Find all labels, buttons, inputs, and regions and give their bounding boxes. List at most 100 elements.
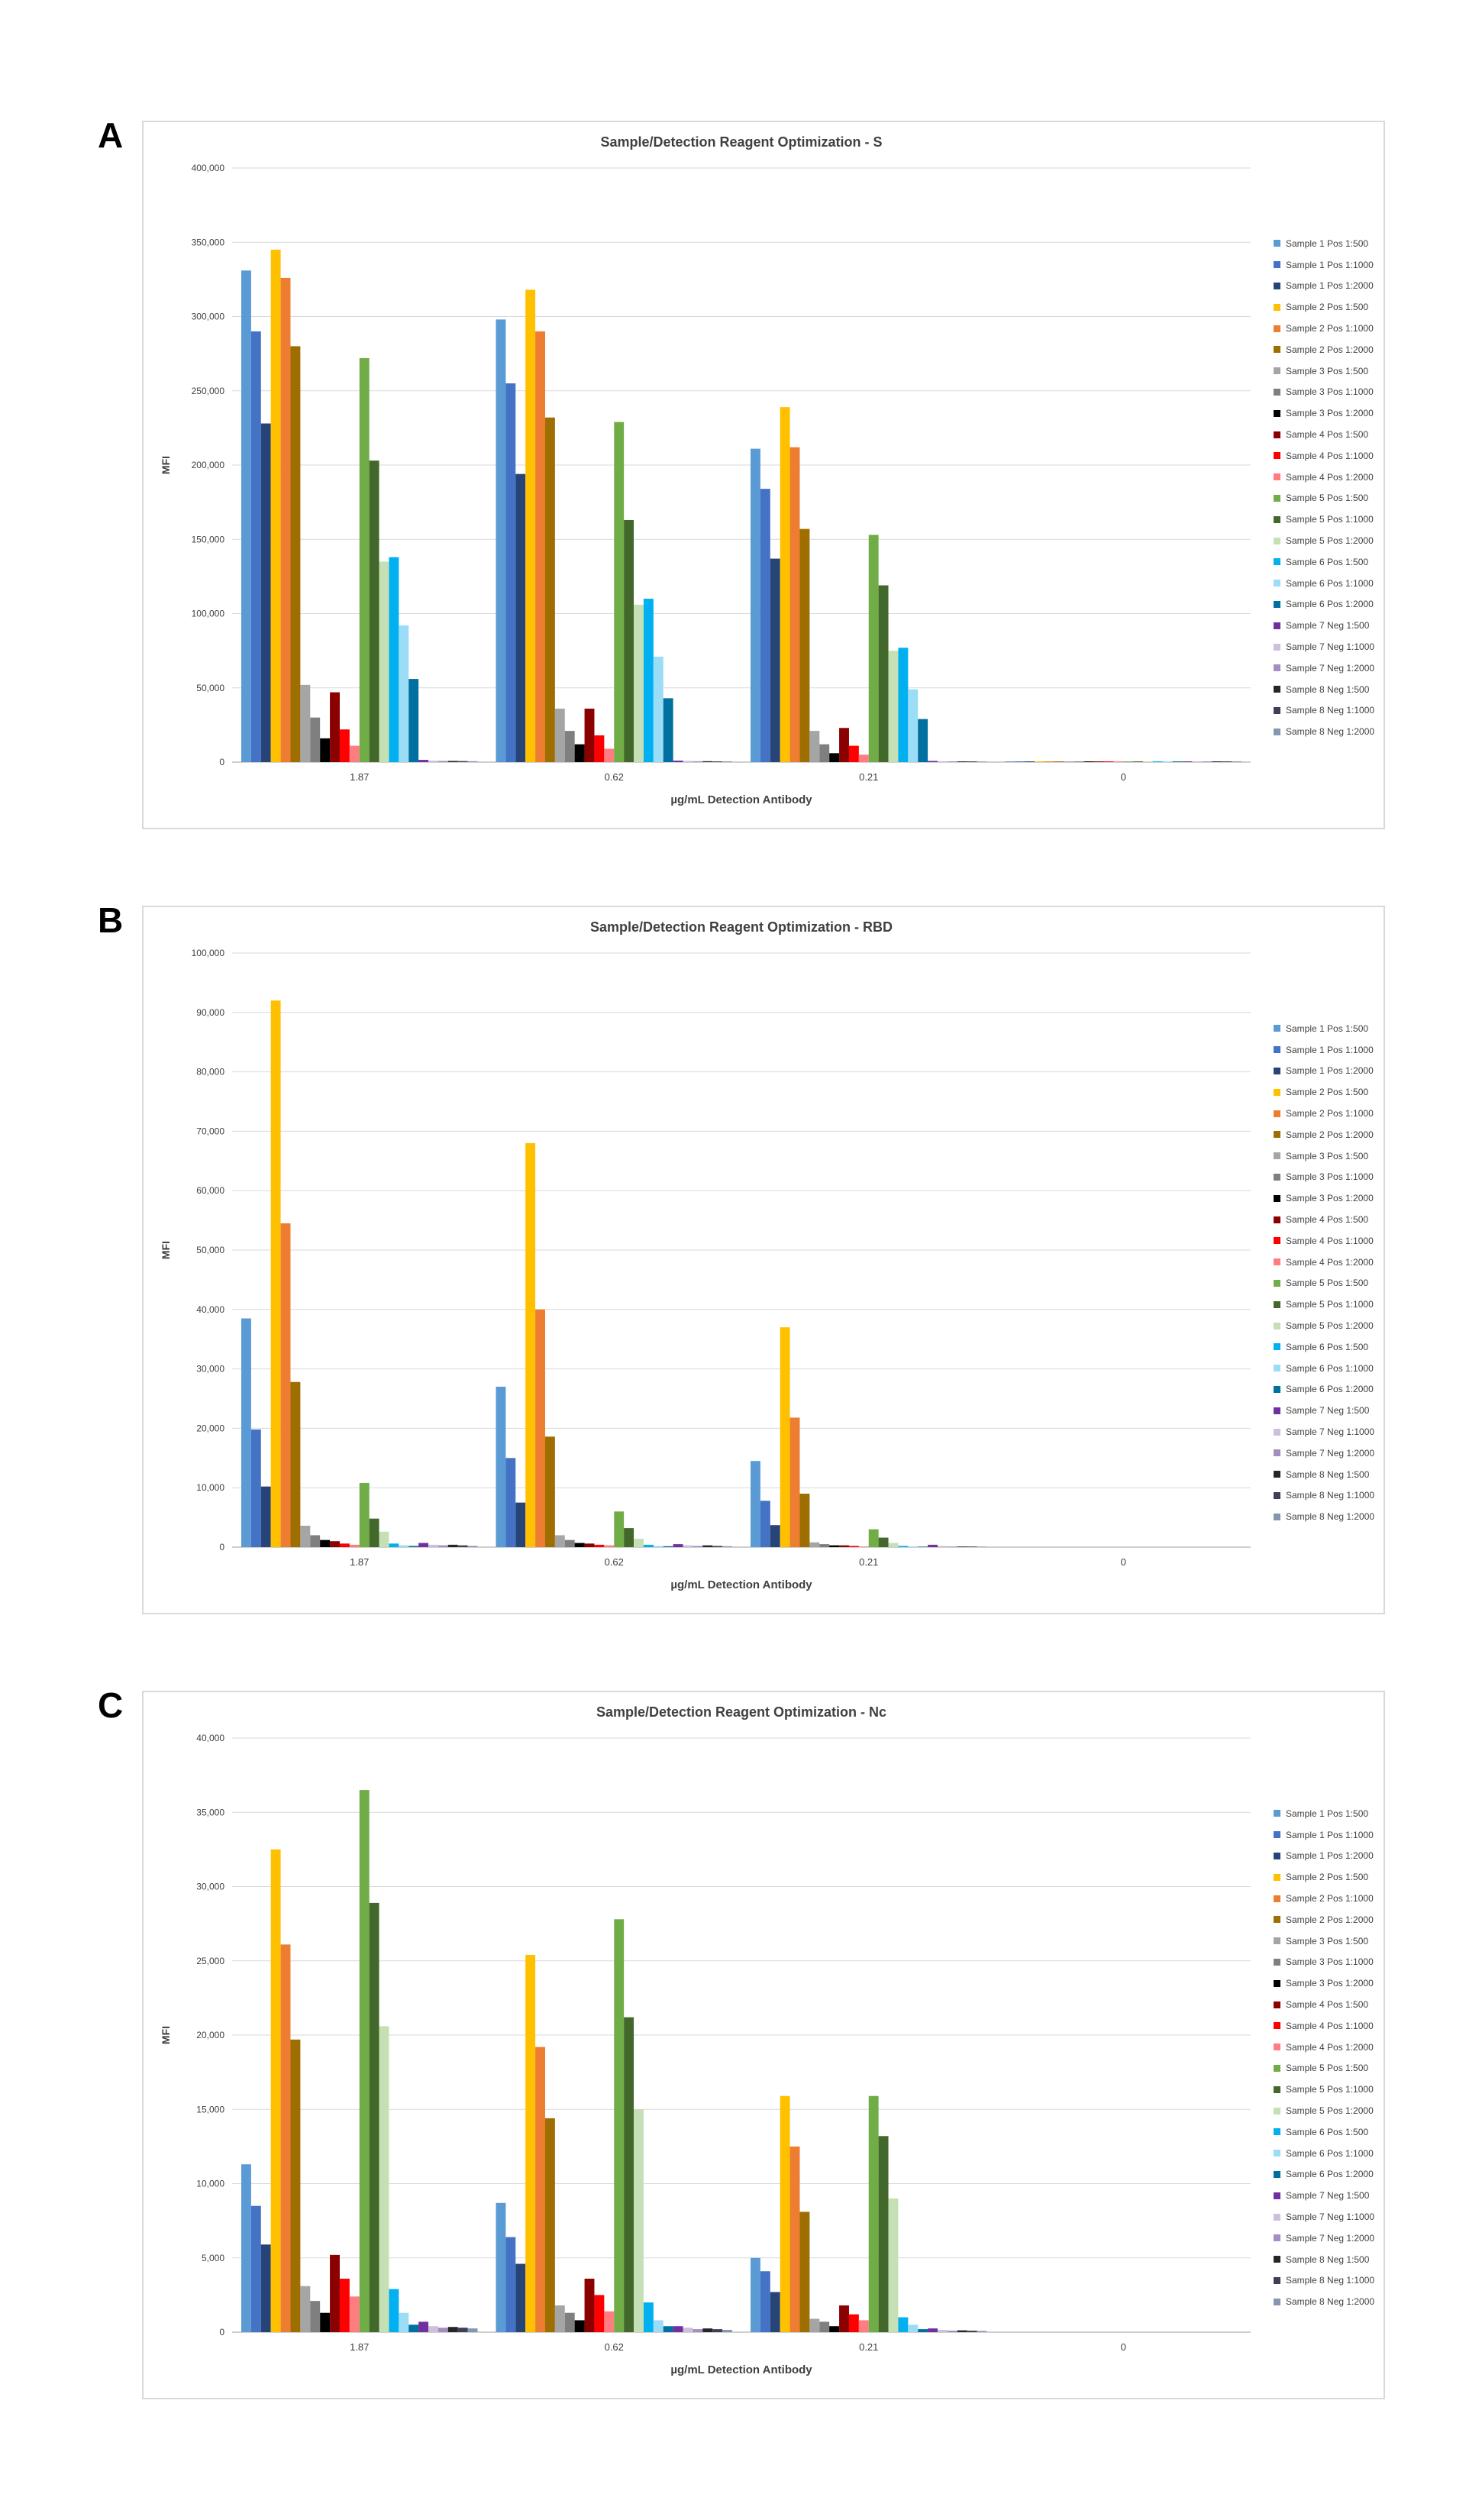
legend-label: Sample 2 Pos 1:1000 bbox=[1286, 1893, 1374, 1905]
bar bbox=[369, 460, 379, 762]
bar bbox=[604, 1545, 615, 1547]
legend-label: Sample 5 Pos 1:500 bbox=[1286, 493, 1369, 504]
legend-label: Sample 5 Pos 1:500 bbox=[1286, 2063, 1369, 2074]
legend-swatch bbox=[1274, 558, 1280, 566]
legend-item: Sample 4 Pos 1:500 bbox=[1274, 1994, 1388, 2015]
bar bbox=[673, 2326, 683, 2332]
bar bbox=[957, 2330, 967, 2332]
legend-label: Sample 7 Neg 1:2000 bbox=[1286, 2232, 1375, 2244]
bar bbox=[1182, 761, 1193, 762]
bar bbox=[399, 1545, 409, 1547]
bar bbox=[888, 2198, 899, 2332]
bar bbox=[1202, 761, 1212, 762]
y-tick-label: 40,000 bbox=[196, 1733, 224, 1743]
bar bbox=[544, 417, 555, 762]
bar bbox=[379, 1531, 389, 1547]
bar bbox=[544, 2118, 555, 2332]
legend-item: Sample 2 Pos 1:2000 bbox=[1274, 1124, 1388, 1145]
bar bbox=[829, 753, 840, 762]
legend-item: Sample 4 Pos 1:1000 bbox=[1274, 445, 1388, 467]
legend-swatch bbox=[1274, 643, 1280, 651]
bar bbox=[938, 2330, 948, 2332]
legend-item: Sample 8 Neg 1:1000 bbox=[1274, 2270, 1388, 2292]
bar bbox=[290, 2039, 301, 2332]
bar bbox=[270, 249, 281, 763]
bar bbox=[918, 719, 928, 762]
y-tick-label: 350,000 bbox=[192, 237, 225, 247]
y-tick-label: 70,000 bbox=[196, 1126, 224, 1136]
legend-label: Sample 8 Neg 1:500 bbox=[1286, 1468, 1370, 1480]
bar bbox=[653, 1546, 664, 1547]
bar bbox=[643, 2302, 654, 2332]
bar bbox=[908, 1546, 919, 1547]
bar bbox=[839, 1545, 849, 1547]
bar bbox=[437, 2328, 448, 2332]
legend-label: Sample 7 Neg 1:2000 bbox=[1286, 662, 1375, 674]
bar bbox=[938, 1546, 948, 1547]
legend-swatch bbox=[1274, 1025, 1280, 1032]
bar bbox=[624, 1528, 634, 1547]
y-tick-label: 100,000 bbox=[192, 948, 225, 958]
bar bbox=[1083, 761, 1094, 762]
legend-swatch bbox=[1274, 2150, 1280, 2157]
bar bbox=[408, 1546, 419, 1547]
legend-item: Sample 5 Pos 1:500 bbox=[1274, 1273, 1388, 1294]
bar bbox=[408, 2325, 419, 2332]
bar bbox=[858, 1546, 869, 1547]
bar bbox=[898, 648, 909, 762]
legend-label: Sample 1 Pos 1:2000 bbox=[1286, 1850, 1374, 1862]
bar bbox=[260, 2244, 271, 2332]
bar bbox=[770, 1525, 780, 1547]
legend-item: Sample 5 Pos 1:1000 bbox=[1274, 2079, 1388, 2100]
y-tick-label: 150,000 bbox=[192, 534, 225, 544]
bar bbox=[1232, 761, 1241, 762]
bar bbox=[525, 1142, 536, 1547]
legend-item: Sample 2 Pos 1:500 bbox=[1274, 1081, 1388, 1103]
bar bbox=[712, 761, 723, 762]
legend-label: Sample 2 Pos 1:1000 bbox=[1286, 1108, 1374, 1119]
bar bbox=[270, 1000, 281, 1547]
chart-s-plot: Sample/Detection Reagent Optimization - … bbox=[160, 134, 1251, 806]
bar bbox=[770, 558, 780, 762]
bar bbox=[829, 2326, 840, 2332]
legend-item: Sample 6 Pos 1:1000 bbox=[1274, 2143, 1388, 2164]
bar bbox=[300, 1525, 311, 1547]
legend-label: Sample 3 Pos 1:500 bbox=[1286, 365, 1369, 376]
bar bbox=[270, 1849, 281, 2332]
bar bbox=[839, 2305, 849, 2332]
legend-item: Sample 3 Pos 1:1000 bbox=[1274, 382, 1388, 403]
bar bbox=[848, 745, 859, 762]
bar bbox=[977, 761, 987, 762]
bar bbox=[702, 761, 713, 762]
bar bbox=[878, 1537, 889, 1547]
legend-swatch bbox=[1274, 600, 1280, 608]
legend-item: Sample 5 Pos 1:1000 bbox=[1274, 509, 1388, 530]
panel-letter-a: A bbox=[98, 115, 124, 155]
y-tick-label: 400,000 bbox=[192, 163, 225, 173]
legend-label: Sample 1 Pos 1:1000 bbox=[1286, 259, 1374, 270]
legend-label: Sample 4 Pos 1:500 bbox=[1286, 429, 1369, 441]
bar bbox=[260, 423, 271, 762]
legend-swatch bbox=[1274, 2213, 1280, 2221]
legend-swatch bbox=[1274, 1407, 1280, 1414]
bar bbox=[868, 535, 879, 762]
y-tick-label: 50,000 bbox=[196, 1245, 224, 1255]
bar bbox=[379, 2026, 389, 2332]
bar bbox=[339, 729, 350, 762]
bar bbox=[339, 1543, 350, 1547]
legend-label: Sample 6 Pos 1:500 bbox=[1286, 1341, 1369, 1352]
bar bbox=[918, 2329, 928, 2332]
bar bbox=[1093, 761, 1104, 762]
bar bbox=[957, 1546, 967, 1547]
legend-item: Sample 3 Pos 1:2000 bbox=[1274, 1972, 1388, 1994]
legend-swatch bbox=[1274, 1343, 1280, 1351]
bar bbox=[928, 2328, 938, 2332]
legend-swatch bbox=[1274, 1088, 1280, 1096]
legend-swatch bbox=[1274, 537, 1280, 544]
legend-swatch bbox=[1274, 1322, 1280, 1329]
bar bbox=[584, 2278, 595, 2332]
legend-item: Sample 6 Pos 1:2000 bbox=[1274, 594, 1388, 615]
bar bbox=[947, 761, 957, 762]
legend-label: Sample 3 Pos 1:1000 bbox=[1286, 386, 1374, 398]
legend-swatch bbox=[1274, 1300, 1280, 1308]
